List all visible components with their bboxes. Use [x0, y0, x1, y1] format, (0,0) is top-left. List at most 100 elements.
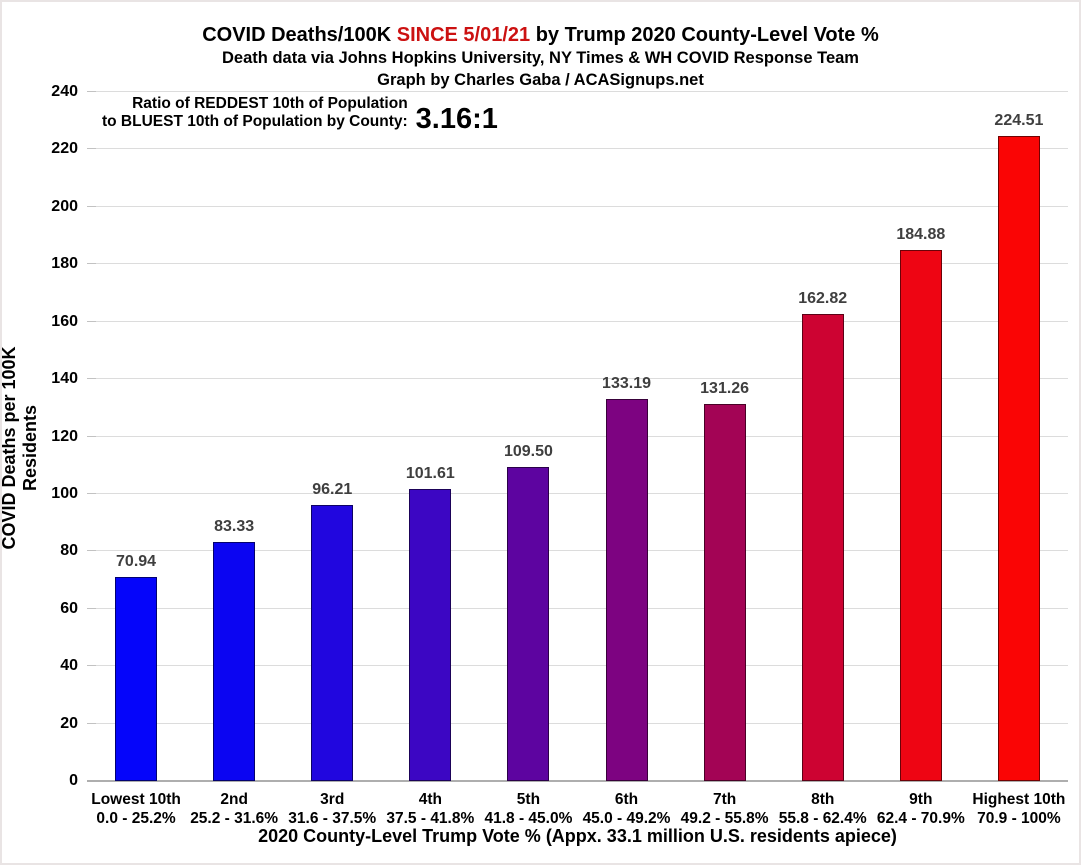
bar-value-label: 162.82 [798, 289, 848, 307]
bar-series: 70.94 83.33 96.21 101.61 109.50 133.19 131.26 1… [87, 92, 1068, 781]
y-tick-label: 220 [51, 140, 78, 158]
gridline [87, 91, 1068, 92]
bar [605, 398, 648, 781]
x-range-label: 0.0 - 25.2% [96, 810, 176, 828]
bar-slot: 70.94 [87, 92, 185, 781]
y-tick-label: 20 [60, 714, 78, 732]
chart-subtitle: Death data via Johns Hopkins University,… [222, 49, 859, 67]
x-category-label: 4th [418, 791, 442, 808]
bar-slot: 101.61 [381, 92, 479, 781]
y-tick-label: 200 [51, 197, 78, 215]
y-tick-label: 80 [60, 542, 78, 560]
ratio-annotation-text: Ratio of REDDEST 10th of Population to B… [102, 95, 408, 132]
gridline [87, 722, 1068, 724]
bar-value-label: 131.26 [700, 380, 750, 398]
y-tick-label: 120 [51, 427, 78, 445]
bar [115, 577, 158, 781]
gridline [87, 607, 1068, 609]
bar-value-label: 133.19 [602, 374, 651, 392]
bar-value-label: 96.21 [312, 480, 353, 498]
x-label-slot: 2nd 25.2 - 31.6% [185, 790, 283, 829]
bar [997, 136, 1040, 781]
chart-byline: Graph by Charles Gaba / ACASignups.net [377, 70, 704, 89]
bar-slot: 224.51 [970, 92, 1068, 781]
y-tick-label: 240 [51, 83, 78, 100]
x-label-slot: 4th 37.5 - 41.8% [381, 790, 479, 829]
x-range-label: 45.0 - 49.2% [582, 810, 671, 828]
bar-value-label: 109.50 [503, 442, 553, 460]
gridline [87, 320, 1068, 322]
bar-value-label: 224.51 [994, 112, 1044, 130]
x-range-label: 25.2 - 31.6% [190, 810, 279, 828]
x-category-label: 7th [712, 791, 737, 808]
y-tick-label: 100 [51, 484, 78, 502]
x-label-slot: Highest 10th 70.9 - 100% [970, 790, 1068, 829]
gridline [87, 492, 1068, 494]
gridline [87, 263, 1068, 265]
x-label-slot: 8th 55.8 - 62.4% [774, 790, 872, 829]
bar-slot: 131.26 [676, 92, 774, 781]
y-tick-label: 180 [51, 255, 78, 273]
gridline [87, 378, 1068, 380]
y-axis-tick [87, 205, 96, 207]
gridline [87, 665, 1068, 667]
gridline [87, 148, 1068, 150]
x-axis-title: 2020 County-Level Trump Vote % (Appx. 33… [258, 826, 897, 846]
bar [409, 489, 452, 781]
bar [213, 541, 256, 781]
y-axis-tick [87, 492, 96, 494]
x-category-label: 2nd [220, 791, 248, 808]
x-category-label: 8th [811, 791, 835, 808]
y-tick-label: 160 [51, 312, 78, 330]
bar-slot: 83.33 [185, 92, 283, 781]
x-axis-baseline [87, 780, 1068, 782]
ratio-annotation: Ratio of REDDEST 10th of Population to B… [102, 95, 498, 135]
bar-value-label: 70.94 [116, 553, 157, 571]
x-category-label: Highest 10th [972, 791, 1066, 808]
gridline [87, 435, 1068, 437]
y-axis-tick [87, 722, 96, 724]
y-axis-tick [87, 148, 96, 150]
plot-area: 70.94 83.33 96.21 101.61 109.50 133.19 131.26 1… [87, 91, 1068, 782]
ratio-value: 3.16:1 [415, 102, 498, 135]
chart-title: COVID Deaths/100K SINCE 5/01/21 by Trump… [2, 24, 1079, 47]
x-label-slot: 7th 49.2 - 55.8% [676, 790, 774, 829]
x-category-label: 5th [516, 791, 541, 808]
y-axis-tick [87, 435, 96, 437]
x-category-label: 3rd [320, 791, 345, 808]
y-tick-label: 60 [60, 599, 78, 617]
y-axis-tick [87, 263, 96, 265]
bar-slot: 133.19 [577, 92, 675, 781]
bar-slot: 184.88 [872, 92, 970, 781]
x-label-slot: 5th 41.8 - 45.0% [479, 790, 577, 829]
gridline [87, 550, 1068, 552]
bar [507, 466, 550, 781]
y-tick-label: 0 [69, 772, 78, 789]
bar-slot: 109.50 [479, 92, 577, 781]
x-label-slot: Lowest 10th 0.0 - 25.2% [87, 790, 185, 829]
x-range-label: 55.8 - 62.4% [778, 810, 867, 828]
x-category-label: 9th [909, 791, 933, 808]
y-axis-tick [87, 91, 96, 92]
bar [801, 313, 844, 781]
y-axis-tick [87, 320, 96, 322]
bar-value-label: 83.33 [214, 517, 255, 535]
y-axis-tick [87, 665, 96, 667]
bar [899, 250, 942, 781]
x-range-label: 70.9 - 100% [977, 810, 1061, 828]
ratio-annotation-line1: Ratio of REDDEST 10th of Population [132, 95, 408, 112]
x-category-label: Lowest 10th [91, 791, 181, 808]
y-tick-label: 40 [60, 657, 78, 675]
y-tick-label: 140 [51, 370, 78, 388]
x-range-label: 41.8 - 45.0% [484, 810, 573, 828]
x-axis-category-labels: Lowest 10th 0.0 - 25.2% 2nd 25.2 - 31.6% 3rd… [87, 790, 1068, 829]
y-axis-tick [87, 607, 96, 609]
x-range-label: 31.6 - 37.5% [288, 810, 377, 828]
x-label-slot: 6th 45.0 - 49.2% [577, 790, 675, 829]
y-axis-tick [87, 378, 96, 380]
bar-slot: 162.82 [774, 92, 872, 781]
x-label-slot: 9th 62.4 - 70.9% [872, 790, 970, 829]
y-axis-tick [87, 550, 96, 552]
x-category-label: 6th [614, 791, 639, 808]
